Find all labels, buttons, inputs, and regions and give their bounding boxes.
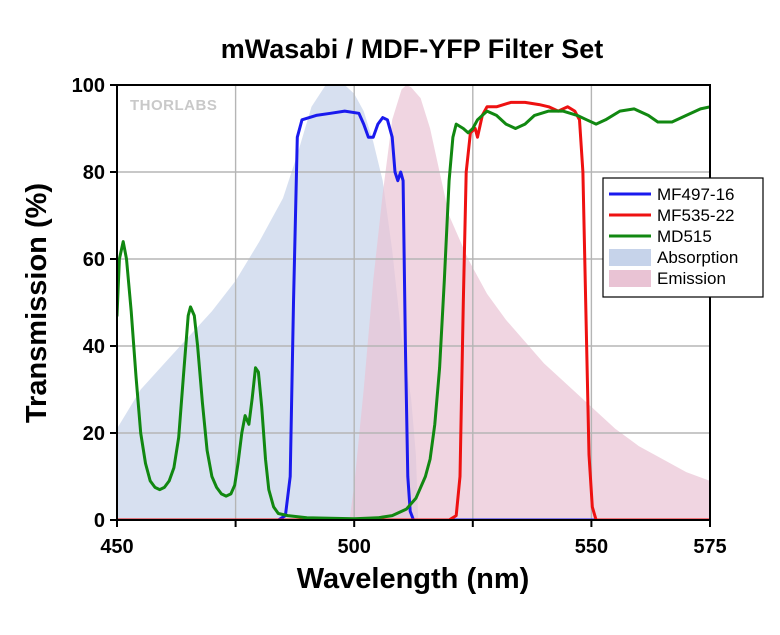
plot-frame (116, 84, 711, 521)
area-absorption (117, 85, 419, 520)
legend-label: MD515 (657, 227, 712, 246)
series-line-mf497-16 (117, 109, 710, 520)
y-axis-label: Transmission (%) (21, 183, 53, 423)
y-tick-label: 80 (83, 162, 105, 184)
x-tick-label: 500 (338, 536, 371, 558)
legend-swatch-absorption (609, 249, 651, 266)
chart-title: mWasabi / MDF-YFP Filter Set (221, 34, 604, 64)
y-tick-label: 40 (83, 336, 105, 358)
series-line-mf535-22 (117, 100, 710, 520)
legend-label: MF497-16 (657, 185, 734, 204)
x-tick-label: 450 (100, 536, 133, 558)
thorlabs-watermark: THORLABS (130, 97, 217, 114)
y-tick-label: 0 (94, 510, 105, 532)
legend: MF497-16 MF535-22 MD515 Absorption Emission (602, 177, 764, 298)
plot-area: 450 500 550 575 0 20 40 60 80 100 (72, 75, 727, 558)
area-emission (349, 85, 710, 520)
x-tick-label: 550 (575, 536, 608, 558)
legend-swatch-emission (609, 270, 651, 287)
area-series-group (117, 85, 710, 520)
line-series-group (117, 100, 710, 520)
y-tick-label: 100 (72, 75, 105, 97)
series-line-md515 (117, 105, 710, 520)
x-tick-label: 575 (693, 536, 726, 558)
legend-label: MF535-22 (657, 206, 734, 225)
legend-label: Emission (657, 269, 726, 288)
x-axis-label: Wavelength (nm) (297, 563, 530, 595)
y-tick-label: 20 (83, 423, 105, 445)
legend-label: Absorption (657, 248, 738, 267)
y-tick-label: 60 (83, 249, 105, 271)
